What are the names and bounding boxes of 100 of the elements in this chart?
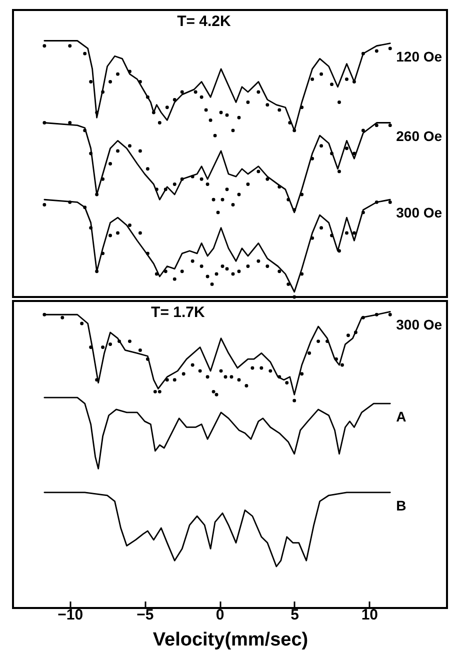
point bbox=[352, 80, 356, 84]
point bbox=[330, 152, 334, 156]
point bbox=[146, 357, 150, 361]
point bbox=[42, 312, 46, 316]
point bbox=[95, 192, 99, 196]
point bbox=[352, 231, 356, 235]
point bbox=[200, 177, 204, 181]
point bbox=[361, 128, 365, 132]
point bbox=[210, 282, 214, 286]
point bbox=[206, 375, 210, 379]
point bbox=[256, 170, 260, 174]
point bbox=[345, 146, 348, 150]
point bbox=[338, 170, 341, 174]
point bbox=[138, 149, 142, 153]
point bbox=[214, 392, 218, 396]
annotation: T= 1.7K bbox=[151, 304, 205, 321]
point bbox=[146, 95, 150, 99]
point bbox=[225, 113, 229, 117]
point bbox=[146, 252, 150, 256]
point bbox=[266, 177, 270, 181]
point bbox=[138, 348, 142, 352]
point bbox=[220, 264, 224, 268]
point bbox=[244, 384, 248, 388]
point bbox=[231, 203, 235, 206]
point bbox=[220, 198, 224, 202]
point bbox=[212, 390, 216, 394]
point bbox=[164, 270, 168, 274]
point bbox=[310, 156, 314, 160]
point bbox=[292, 128, 296, 132]
point bbox=[200, 264, 204, 268]
point bbox=[172, 378, 176, 382]
point bbox=[68, 200, 72, 204]
point bbox=[101, 90, 105, 94]
point bbox=[213, 134, 217, 138]
point bbox=[214, 272, 218, 276]
point bbox=[225, 188, 229, 192]
point bbox=[374, 312, 378, 316]
point bbox=[246, 264, 250, 268]
point bbox=[310, 77, 314, 81]
point bbox=[108, 342, 112, 346]
point bbox=[320, 144, 324, 148]
point bbox=[108, 162, 112, 166]
point bbox=[138, 231, 142, 235]
point bbox=[310, 236, 314, 240]
point bbox=[200, 95, 204, 99]
point bbox=[237, 192, 241, 196]
point bbox=[101, 252, 105, 256]
point bbox=[231, 128, 235, 132]
series-label: B bbox=[396, 497, 406, 514]
point bbox=[154, 272, 158, 276]
point bbox=[68, 121, 72, 124]
point bbox=[219, 110, 223, 114]
x-axis-title: Velocity(mm/sec) bbox=[152, 630, 308, 650]
point bbox=[89, 80, 93, 84]
point bbox=[219, 369, 223, 373]
point bbox=[180, 90, 184, 94]
point bbox=[300, 106, 304, 110]
point bbox=[374, 124, 378, 128]
point bbox=[180, 270, 184, 274]
point bbox=[278, 375, 282, 379]
point bbox=[361, 210, 365, 214]
point bbox=[292, 295, 296, 299]
point bbox=[237, 378, 241, 382]
point bbox=[128, 70, 132, 74]
point bbox=[224, 375, 228, 379]
point bbox=[42, 44, 46, 48]
point bbox=[278, 185, 282, 189]
point bbox=[237, 116, 241, 120]
point bbox=[320, 72, 324, 76]
point bbox=[68, 44, 72, 48]
series-label: A bbox=[396, 408, 406, 425]
point bbox=[326, 340, 330, 344]
point bbox=[128, 340, 132, 344]
point bbox=[116, 231, 120, 235]
text: T= 4.2K bbox=[177, 13, 232, 30]
point bbox=[246, 100, 250, 104]
point bbox=[172, 182, 176, 186]
point bbox=[116, 149, 120, 153]
point bbox=[308, 351, 312, 355]
point bbox=[338, 249, 341, 253]
point bbox=[361, 316, 365, 320]
point bbox=[388, 312, 392, 316]
point bbox=[237, 270, 241, 274]
point bbox=[230, 375, 234, 379]
point bbox=[128, 144, 132, 148]
point bbox=[190, 363, 194, 367]
point bbox=[266, 103, 270, 107]
point bbox=[108, 80, 112, 84]
point bbox=[340, 363, 344, 367]
point bbox=[138, 80, 142, 84]
point bbox=[374, 49, 378, 53]
x-tick-label: 10 bbox=[361, 606, 378, 624]
point bbox=[118, 340, 121, 344]
point bbox=[374, 200, 378, 204]
point bbox=[225, 267, 229, 271]
point bbox=[268, 369, 272, 373]
point bbox=[152, 110, 156, 114]
point bbox=[388, 124, 392, 128]
point bbox=[260, 366, 264, 370]
point bbox=[286, 282, 290, 286]
